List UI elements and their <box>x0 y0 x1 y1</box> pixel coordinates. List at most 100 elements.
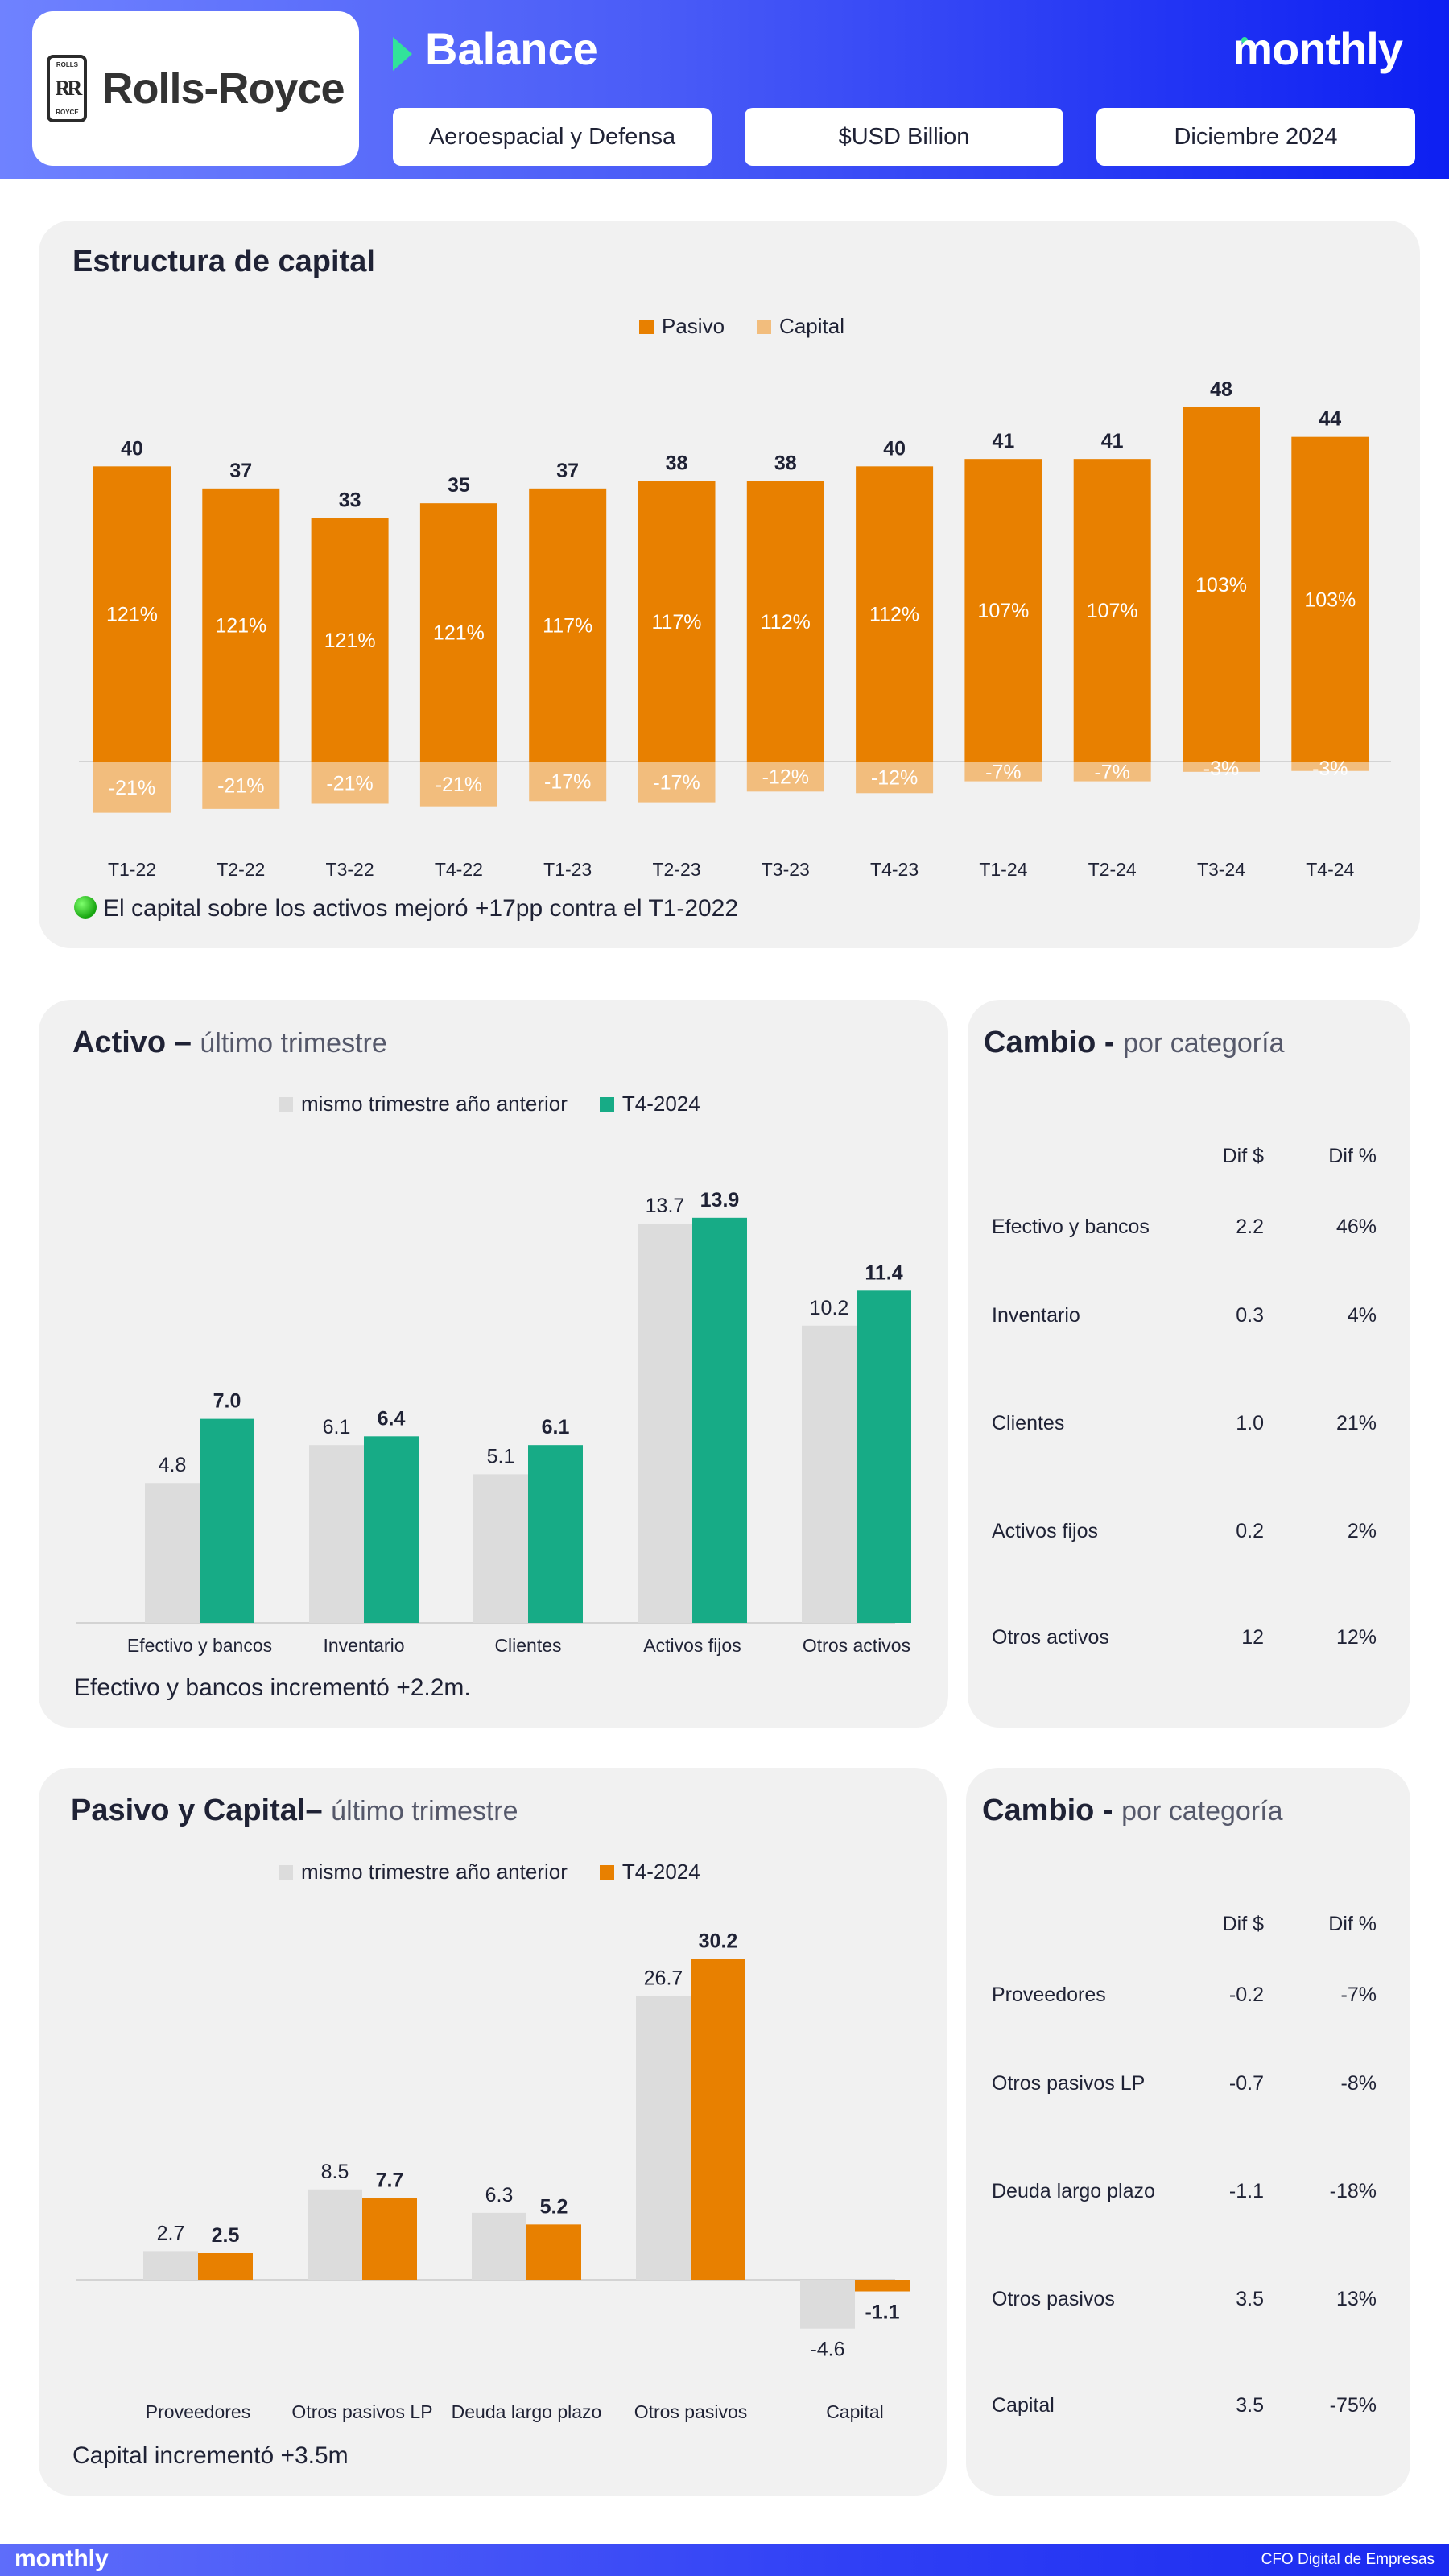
capital-pct-label: -21% <box>109 777 155 799</box>
capital-note: El capital sobre los activos mejoró +17p… <box>74 895 738 923</box>
x-tick-label: Deuda largo plazo <box>452 2401 602 2422</box>
x-tick-label: T4-24 <box>1306 859 1354 880</box>
activo-legend: mismo trimestre año anterior T4-2024 <box>279 1092 700 1117</box>
pasivo-change-table: Dif $ Dif % Proveedores -0.2 -7% Otros pas… <box>992 1913 1377 2476</box>
current-bar-value-label: 2.5 <box>212 2224 240 2247</box>
legend-pasivo-swatch <box>639 319 654 334</box>
x-tick-label: Proveedores <box>146 2401 250 2422</box>
legend-current: T4-2024 <box>599 1860 700 1885</box>
current-bar-value-label: 13.9 <box>700 1189 740 1212</box>
prior-bar-value-label: 10.2 <box>810 1297 849 1319</box>
pasivo-bar <box>638 481 716 762</box>
pasivo-bar <box>93 466 171 762</box>
x-tick-label: T2-22 <box>217 859 265 880</box>
pasivo-bar <box>964 459 1042 762</box>
play-triangle-icon <box>393 37 412 71</box>
pasivo-note: Capital incrementó +3.5m <box>72 2442 349 2469</box>
x-tick-label: Otros pasivos LP <box>291 2401 432 2422</box>
x-tick-label: Otros activos <box>803 1635 910 1656</box>
legend-current-swatch <box>599 1864 614 1880</box>
table-row: Otros activos 12 12% <box>992 1626 1377 1649</box>
x-tick-label: T3-22 <box>326 859 374 880</box>
current-bar-value-label: 30.2 <box>699 1930 738 1952</box>
table-row: Otros pasivos 3.5 13% <box>992 2288 1377 2310</box>
current-bar <box>528 1445 583 1623</box>
capital-structure-chart: 40 121% -21% T1-22 37 121% -21% T2-22 33 121% -21%… <box>79 378 1391 880</box>
capital-bar <box>1291 762 1369 771</box>
industry-pill: Aeroespacial y Defensa <box>393 108 712 166</box>
capital-bar <box>202 762 280 809</box>
total-label: 38 <box>666 452 688 475</box>
currency-pill: $USD Billion <box>745 108 1063 166</box>
legend-prior-swatch <box>279 1096 293 1112</box>
pasivo-bar <box>1073 459 1151 762</box>
header-banner: ROLLS RR ROYCE Rolls-Royce Balance monthly… <box>0 0 1449 179</box>
x-tick-label: Activos fijos <box>643 1635 741 1656</box>
period-pill: Diciembre 2024 <box>1096 108 1415 166</box>
prior-bar <box>145 1483 200 1623</box>
capital-bar <box>638 762 716 803</box>
prior-bar-value-label: 8.5 <box>321 2161 349 2183</box>
col-header-diff: Dif $ <box>1222 1145 1264 1167</box>
pasivo-card: Pasivo y Capital– último trimestre mismo… <box>39 1768 947 2496</box>
current-bar <box>364 1436 419 1623</box>
col-header-pct: Dif % <box>1328 1145 1377 1167</box>
green-status-icon <box>74 896 97 919</box>
pasivo-legend: mismo trimestre año anterior T4-2024 <box>279 1860 700 1885</box>
current-bar-value-label: 6.1 <box>542 1416 570 1439</box>
total-label: 40 <box>883 437 906 460</box>
x-tick-label: T4-23 <box>870 859 919 880</box>
pasivo-pct-label: 112% <box>869 604 919 626</box>
x-tick-label: T2-24 <box>1088 859 1137 880</box>
pasivo-change-card: Cambio - por categoría Dif $ Dif % Prove… <box>966 1768 1410 2496</box>
legend-prior-year: mismo trimestre año anterior <box>279 1092 568 1117</box>
total-label: 33 <box>339 489 361 512</box>
pasivo-pct-label: 112% <box>761 611 811 634</box>
pasivo-bar <box>856 466 934 762</box>
table-row: Otros pasivos LP -0.7 -8% <box>992 2072 1377 2095</box>
prior-bar <box>636 1996 691 2280</box>
activo-change-table: Dif $ Dif % Efectivo y bancos 2.2 46% Inve… <box>992 1145 1377 1708</box>
pasivo-bar <box>529 488 607 762</box>
x-tick-label: Otros pasivos <box>634 2401 748 2422</box>
pasivo-pct-label: 107% <box>1087 600 1138 622</box>
activo-note: Efectivo y bancos incrementó +2.2m. <box>74 1674 471 1701</box>
activo-change-card: Cambio - por categoría Dif $ Dif % Efect… <box>968 1000 1410 1728</box>
total-label: 41 <box>992 430 1014 452</box>
pasivo-pct-label: 121% <box>215 614 266 637</box>
capital-pct-label: -17% <box>653 771 700 794</box>
capital-pct-label: -7% <box>1094 761 1129 783</box>
x-tick-label: T1-24 <box>979 859 1027 880</box>
footer-tagline: CFO Digital de Empresas <box>1261 2551 1435 2568</box>
capital-pct-label: -3% <box>1203 758 1239 780</box>
activo-chart: 4.8 7.0 Efectivo y bancos 6.1 6.4 Inventario 5… <box>76 1189 911 1656</box>
capital-pct-label: -21% <box>217 774 264 797</box>
x-tick-label: T3-23 <box>762 859 810 880</box>
total-label: 37 <box>556 460 579 482</box>
pasivo-pct-label: 107% <box>977 600 1029 622</box>
table-row: Clientes 1.0 21% <box>992 1412 1377 1435</box>
total-label: 35 <box>448 474 470 497</box>
table-header-row: Dif $ Dif % <box>992 1145 1377 1177</box>
x-tick-label: T3-24 <box>1197 859 1245 880</box>
pasivo-bar <box>311 518 389 762</box>
capital-bar <box>1073 762 1151 782</box>
total-label: 40 <box>121 437 143 460</box>
activo-card: Activo – último trimestre mismo trimestr… <box>39 1000 948 1728</box>
x-tick-label: Inventario <box>323 1635 404 1656</box>
table-row: Capital 3.5 -75% <box>992 2394 1377 2417</box>
capital-pct-label: -21% <box>326 772 373 795</box>
capital-structure-title: Estructura de capital <box>72 245 375 279</box>
total-label: 44 <box>1319 408 1341 431</box>
prior-bar-value-label: 5.1 <box>487 1445 515 1468</box>
company-name: Rolls-Royce <box>101 64 345 113</box>
prior-bar <box>473 1474 528 1623</box>
x-tick-label: T2-23 <box>652 859 700 880</box>
capital-pct-label: -3% <box>1312 758 1348 780</box>
legend-capital-swatch <box>757 319 772 334</box>
prior-bar <box>638 1224 692 1623</box>
current-bar-value-label: 5.2 <box>540 2195 568 2218</box>
legend-current-swatch <box>599 1096 614 1112</box>
activo-change-title: Cambio - por categoría <box>984 1026 1285 1059</box>
footer-bar: monthly CFO Digital de Empresas <box>0 2544 1449 2576</box>
